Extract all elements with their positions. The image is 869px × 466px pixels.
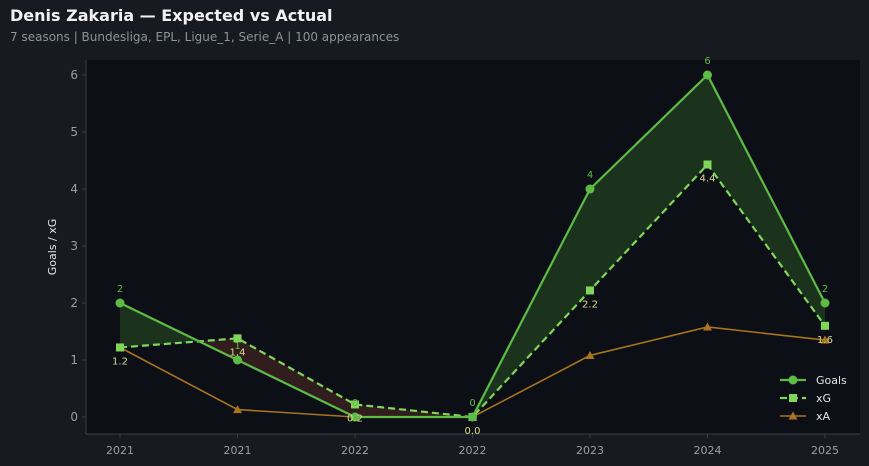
goals-point — [585, 184, 595, 194]
y-tick-label: 5 — [70, 125, 78, 139]
goals-data-label: 1 — [234, 341, 240, 352]
x-tick-label: 2022 — [459, 444, 487, 457]
chart-subtitle: 7 seasons | Bundesliga, EPL, Ligue_1, Se… — [10, 30, 400, 44]
y-tick-label: 0 — [70, 410, 78, 424]
goals-point — [703, 70, 712, 80]
xa-point — [585, 350, 595, 359]
legend: Goals xG xA — [780, 374, 847, 423]
xa-point — [820, 335, 830, 344]
legend-xg-marker — [789, 394, 797, 402]
goals-data-label: 0 — [469, 398, 475, 409]
xg-point — [351, 400, 359, 409]
x-tick-label: 2021 — [106, 444, 134, 457]
xg-data-label: 0.0 — [465, 426, 481, 437]
x-tick-label: 2025 — [811, 444, 839, 457]
xg-data-label: 1.2 — [112, 356, 128, 367]
legend-label-goals: Goals — [816, 374, 847, 387]
xg-data-label: 2.2 — [582, 299, 598, 310]
goals-data-label: 0 — [352, 398, 358, 409]
goals-data-label: 2 — [822, 284, 828, 295]
legend-goals-marker — [788, 375, 798, 385]
legend-xa-marker — [788, 411, 798, 420]
xg-point — [233, 334, 242, 343]
xg-data-label: 1.6 — [817, 335, 833, 346]
x-tick-label: 2024 — [694, 444, 722, 457]
x-tick-label: 2021 — [224, 444, 252, 457]
y-tick-label: 6 — [70, 68, 78, 82]
goals-point — [820, 298, 830, 308]
overperformance-fill — [590, 75, 708, 291]
x-tick-label: 2022 — [341, 444, 369, 457]
underperformance-fill — [355, 404, 473, 417]
y-tick-label: 4 — [70, 182, 78, 196]
goals-point — [468, 412, 477, 422]
xg-point — [116, 343, 124, 352]
plot-area — [86, 60, 860, 434]
goals-point — [350, 412, 360, 422]
xa-point — [233, 405, 242, 414]
legend-label-xg: xG — [816, 392, 831, 405]
goals-data-label: 4 — [587, 170, 593, 181]
series-markers — [115, 70, 830, 422]
goals-point — [115, 298, 125, 308]
y-tick-label: 3 — [70, 239, 78, 253]
overperformance-fill — [120, 303, 200, 348]
underperformance-fill — [237, 338, 355, 417]
y-axis-label: Goals / xG — [46, 219, 59, 276]
y-tick-label: 1 — [70, 353, 78, 367]
data-labels: 2 1 0 0 4 6 2 1.2 1.4 0.2 0.0 2.2 4.4 1.6 — [112, 56, 833, 437]
xg-data-label: 4.4 — [700, 173, 716, 184]
goals-data-label: 2 — [117, 284, 123, 295]
xg-point — [586, 286, 594, 295]
xg-data-label: 1.4 — [230, 347, 246, 358]
chart-title: Denis Zakaria — Expected vs Actual — [10, 6, 333, 25]
y-tick-label: 2 — [70, 296, 78, 310]
legend-label-xa: xA — [816, 410, 831, 423]
xg-point — [703, 160, 712, 169]
xg-data-label: 0.2 — [347, 413, 363, 424]
goals-data-label: 6 — [704, 56, 710, 67]
overperformance-fill — [707, 75, 825, 326]
xa-point — [703, 322, 712, 331]
x-tick-label: 2023 — [576, 444, 604, 457]
xg-point — [821, 321, 829, 330]
goals-point — [233, 355, 242, 365]
